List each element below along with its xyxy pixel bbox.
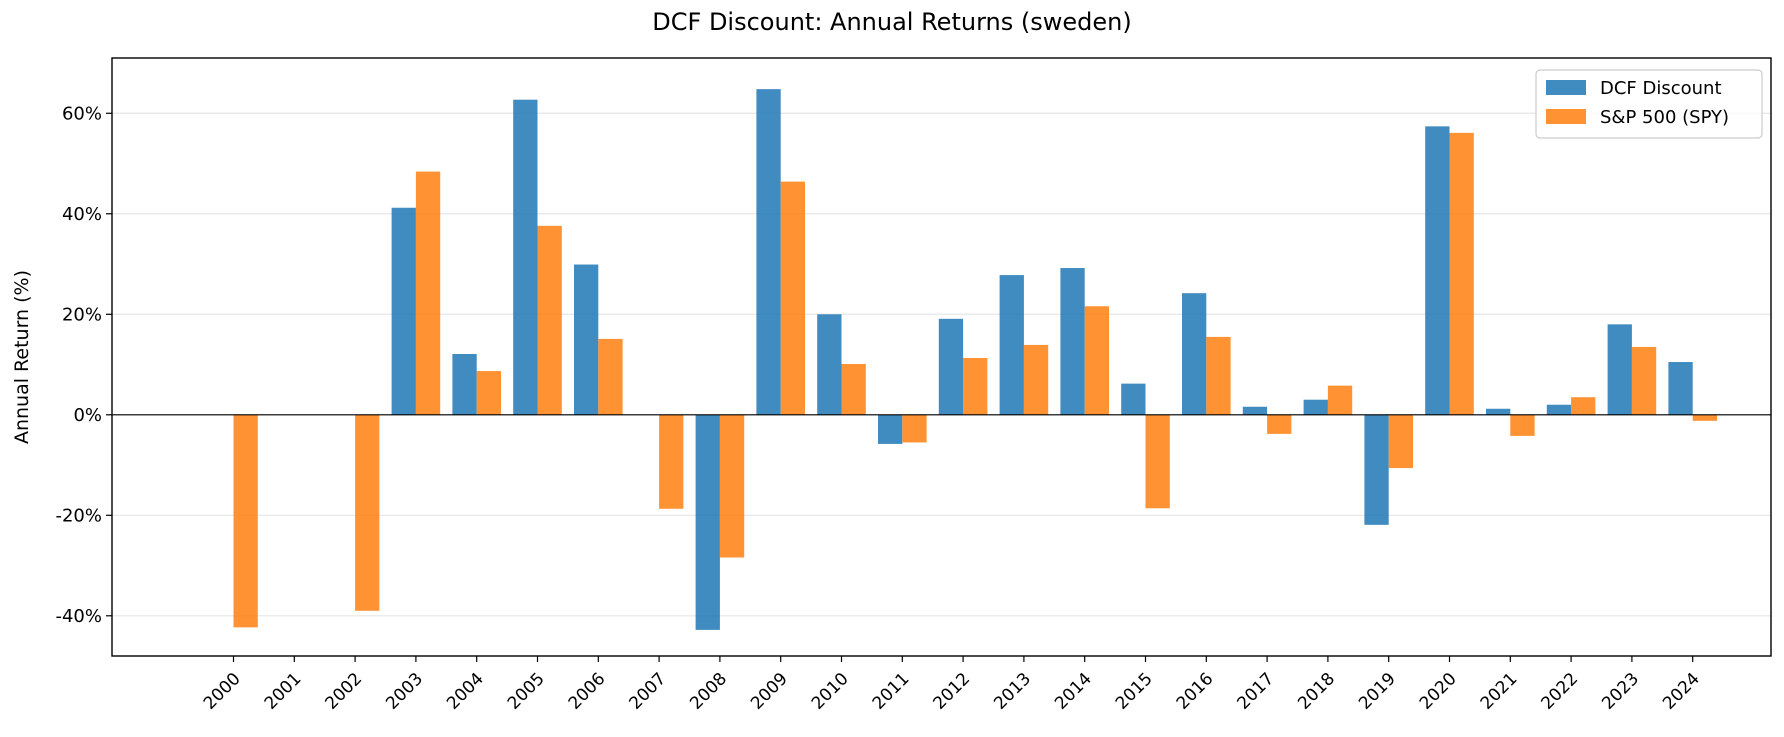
bar-dcf-discount-2022: [1546, 404, 1572, 415]
x-tick-label: 2011: [869, 669, 914, 714]
x-tick-label: 2022: [1538, 669, 1583, 714]
y-tick-label: 40%: [62, 204, 102, 225]
bar-sp500-2010: [841, 364, 866, 415]
bar-sp500-2021: [1510, 414, 1535, 436]
bar-sp500-2011: [902, 414, 927, 443]
legend-box: [1535, 69, 1763, 139]
x-tick-label: 2021: [1477, 669, 1522, 714]
y-tick-label: -40%: [55, 606, 102, 627]
x-tick-label: 2015: [1112, 669, 1157, 714]
bar-sp500-2018: [1327, 385, 1353, 415]
x-tick-label: 2016: [1173, 669, 1218, 714]
bar-dcf-discount-2009: [756, 89, 781, 415]
bar-dcf-discount-2023: [1607, 324, 1632, 415]
bar-sp500-2020: [1449, 132, 1474, 415]
y-tick-label: 0%: [73, 405, 102, 426]
x-tick-label: 2004: [443, 669, 488, 714]
bar-sp500-2009: [780, 181, 805, 415]
bar-sp500-2017: [1267, 414, 1292, 434]
bar-sp500-2005: [537, 225, 562, 415]
legend-label-dcf-discount: DCF Discount: [1600, 78, 1722, 99]
bar-sp500-2022: [1571, 397, 1596, 415]
x-tick-label: 2003: [382, 669, 427, 714]
bar-dcf-discount-2021: [1486, 408, 1511, 415]
x-tick-label: 2000: [200, 669, 245, 714]
bar-dcf-discount-2003: [391, 207, 416, 415]
x-tick-label: 2005: [504, 669, 549, 714]
bar-dcf-discount-2011: [878, 414, 903, 444]
bar-dcf-discount-2005: [513, 99, 538, 415]
x-tick-label: 2002: [322, 669, 367, 714]
bar-sp500-2007: [659, 414, 684, 509]
bar-dcf-discount-2006: [574, 264, 599, 415]
x-tick-label: 2024: [1659, 669, 1704, 714]
bar-dcf-discount-2017: [1242, 406, 1268, 415]
x-tick-label: 2018: [1294, 669, 1339, 714]
bar-dcf-discount-2013: [999, 275, 1024, 415]
bar-sp500-2012: [963, 358, 988, 415]
bar-sp500-2013: [1023, 344, 1049, 415]
bar-sp500-2014: [1084, 306, 1109, 415]
x-tick-label: 2007: [626, 669, 671, 714]
bar-dcf-discount-2004: [452, 353, 477, 415]
legend-label-sp500: S&P 500 (SPY): [1600, 107, 1729, 128]
bar-dcf-discount-2020: [1425, 126, 1450, 415]
x-tick-label: 2019: [1355, 669, 1400, 714]
bar-sp500-2002: [355, 414, 380, 611]
bar-dcf-discount-2018: [1303, 399, 1328, 415]
x-tick-label: 2001: [261, 669, 306, 714]
bar-dcf-discount-2016: [1182, 293, 1207, 415]
bar-dcf-discount-2024: [1668, 362, 1693, 415]
bar-sp500-2019: [1388, 414, 1413, 469]
x-tick-label: 2012: [930, 669, 975, 714]
bar-sp500-2016: [1206, 336, 1231, 415]
x-tick-label: 2020: [1416, 669, 1461, 714]
bar-sp500-2008: [719, 414, 745, 558]
y-tick-label: 60%: [62, 103, 102, 124]
bar-dcf-discount-2012: [938, 318, 964, 415]
x-tick-label: 2014: [1051, 669, 1096, 714]
bar-dcf-discount-2014: [1060, 268, 1085, 415]
y-tick-label: -20%: [55, 505, 102, 526]
x-tick-label: 2017: [1234, 669, 1279, 714]
bar-sp500-2000: [233, 414, 258, 628]
bar-dcf-discount-2019: [1364, 414, 1389, 525]
x-tick-label: 2013: [990, 669, 1035, 714]
bar-dcf-discount-2008: [695, 414, 720, 630]
legend-swatch-dcf-discount: [1546, 80, 1586, 95]
x-tick-label: 2008: [686, 669, 731, 714]
bar-dcf-discount-2010: [817, 314, 842, 415]
bar-dcf-discount-2015: [1121, 383, 1146, 415]
x-tick-label: 2010: [808, 669, 853, 714]
legend-swatch-sp500: [1546, 109, 1586, 124]
bar-sp500-2004: [476, 371, 501, 415]
bar-sp500-2024: [1692, 414, 1717, 421]
plot-frame: [111, 57, 1772, 657]
x-tick-label: 2009: [747, 669, 792, 714]
bar-sp500-2006: [598, 338, 623, 415]
bar-sp500-2023: [1631, 346, 1657, 415]
y-tick-label: 20%: [62, 304, 102, 325]
x-tick-label: 2023: [1598, 669, 1643, 714]
x-tick-label: 2006: [565, 669, 610, 714]
bar-sp500-2003: [415, 171, 441, 415]
y-axis-label: Annual Return (%): [11, 270, 33, 444]
bar-sp500-2015: [1145, 414, 1170, 509]
chart-title: DCF Discount: Annual Returns (sweden): [652, 8, 1132, 36]
